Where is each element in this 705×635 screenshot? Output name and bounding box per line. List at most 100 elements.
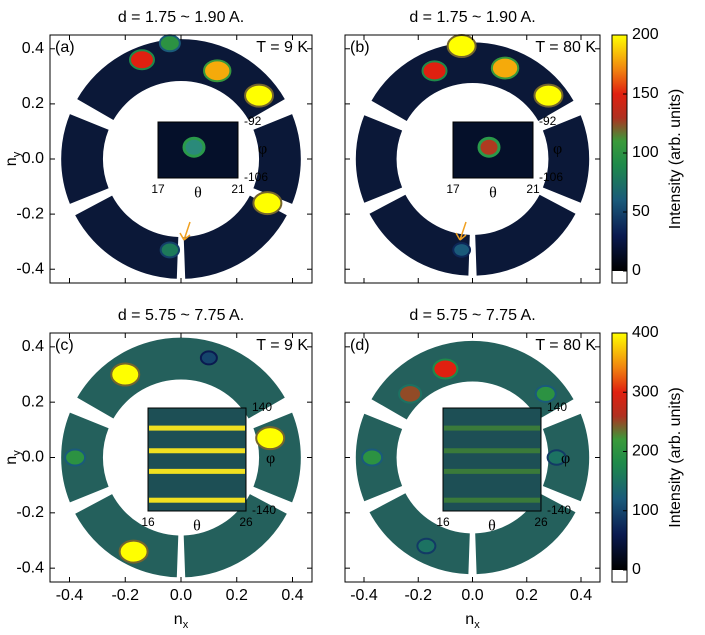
y-tick-label: 0.4 (22, 40, 44, 57)
detector-ring (253, 412, 301, 503)
detector-ring (253, 114, 301, 204)
hot-spot (159, 241, 181, 259)
inset-y-tick-label: 140 (547, 400, 567, 414)
hot-spot (398, 384, 423, 404)
inset-blob (477, 136, 501, 158)
temperature: T = 9 K (256, 337, 308, 354)
inset-y-tick-label: -92 (244, 114, 262, 128)
x-axis-label: nx (465, 611, 480, 631)
inset-band (149, 497, 245, 503)
hot-spot (64, 448, 87, 467)
inset-y-tick-label: 140 (252, 400, 272, 414)
inset-y-tick-label: -106 (244, 170, 268, 184)
detector-ring (371, 340, 574, 420)
colorbar-frame (611, 332, 628, 583)
hot-spot (452, 242, 472, 258)
y-axis-label-base: n (3, 456, 20, 465)
detector-ring (371, 42, 574, 121)
colorbar-tick-label: 100 (632, 502, 659, 519)
inset-band (149, 468, 245, 474)
hot-spot (199, 350, 218, 366)
inset-x-tick-label: 17 (446, 182, 460, 196)
inset-band (444, 448, 540, 454)
colorbar-tick-label: 50 (632, 203, 650, 220)
inset-band (149, 425, 245, 431)
panel-title: d = 5.75 ~ 7.75 A. (409, 307, 535, 324)
hot-spot (244, 83, 275, 108)
panel-title: d = 1.75 ~ 1.90 A. (409, 9, 535, 26)
colorbar-tick-label: 100 (632, 144, 659, 161)
detector-ring (369, 493, 470, 575)
arrow (455, 221, 467, 241)
hot-spot (252, 191, 283, 216)
temperature: T = 80 K (535, 337, 596, 354)
x-tick-label: 0.2 (516, 587, 538, 604)
hot-spot (432, 358, 459, 380)
inset-blob (182, 136, 206, 158)
inset-y-tick-label: -106 (539, 170, 563, 184)
x-axis-label-base: n (465, 611, 474, 628)
y-tick-label: -0.4 (16, 559, 44, 576)
x-tick-label: 0.0 (170, 587, 192, 604)
inset-frame (147, 407, 247, 512)
inset-band (444, 497, 540, 503)
x-tick-label: -0.4 (350, 587, 378, 604)
inset-y-tick-label: -92 (539, 114, 557, 128)
colorbar-label: Intensity (arb. units) (667, 89, 684, 230)
y-tick-label: 0.0 (22, 150, 44, 167)
colorbar-tick-label: 0 (632, 262, 641, 279)
x-tick-label: 0.2 (226, 587, 248, 604)
detector-ring (369, 194, 470, 276)
detector-ring (183, 195, 287, 279)
colorbar-tick-label: 400 (632, 324, 659, 341)
hot-spot (361, 448, 384, 467)
x-axis-label-base: n (174, 611, 183, 628)
inset-y-tick-label: -140 (252, 503, 276, 517)
panel-label: (b) (350, 39, 370, 56)
colorbar-tick-label: 300 (632, 383, 659, 400)
y-axis-label: ny (3, 450, 23, 465)
y-tick-label: 0.0 (22, 449, 44, 466)
inset-x-tick-label: 21 (526, 182, 540, 196)
inset-y-label: φ (553, 141, 562, 158)
hot-spot (490, 56, 520, 80)
panel-label: (c) (55, 337, 74, 354)
panel-title: d = 1.75 ~ 1.90 A. (118, 9, 244, 26)
detector-ring (475, 194, 576, 276)
panel-title: d = 5.75 ~ 7.75 A. (118, 307, 244, 324)
inset-x-label: θ (489, 185, 497, 202)
y-tick-label: -0.4 (16, 260, 44, 277)
temperature: T = 9 K (256, 39, 308, 56)
inset-y-label: φ (258, 141, 267, 158)
y-tick-label: 0.2 (22, 393, 44, 410)
inset-band (444, 425, 540, 431)
colorbar-tick-label: 200 (632, 443, 659, 460)
detector-ring (542, 115, 590, 203)
arrow (179, 221, 191, 241)
hot-spot (128, 49, 155, 71)
detector-ring (77, 337, 285, 419)
y-axis-label-sub: y (11, 450, 23, 456)
x-tick-label: -0.4 (56, 587, 84, 604)
inset-x-label: θ (193, 518, 201, 535)
x-tick-label: 0.4 (281, 587, 303, 604)
inset-x-tick-label: 16 (141, 515, 155, 529)
x-tick-label: -0.2 (111, 587, 139, 604)
detector-ring (75, 195, 179, 279)
inset-x-tick-label: 26 (534, 515, 548, 529)
inset-x-label: θ (488, 518, 496, 535)
hot-spot (416, 537, 437, 555)
hot-spot (534, 384, 557, 403)
detector-ring (475, 493, 576, 575)
x-axis-label: nx (174, 611, 189, 631)
inset-y-tick-label: -140 (547, 503, 571, 517)
inset-x-tick-label: 21 (231, 182, 245, 196)
hot-spot (110, 362, 141, 387)
hot-spot (118, 539, 149, 564)
detector-ring (355, 115, 403, 203)
temperature: T = 80 K (535, 39, 596, 56)
hot-spot (446, 34, 477, 59)
hot-spot (255, 426, 286, 451)
x-tick-label: -0.2 (404, 587, 432, 604)
